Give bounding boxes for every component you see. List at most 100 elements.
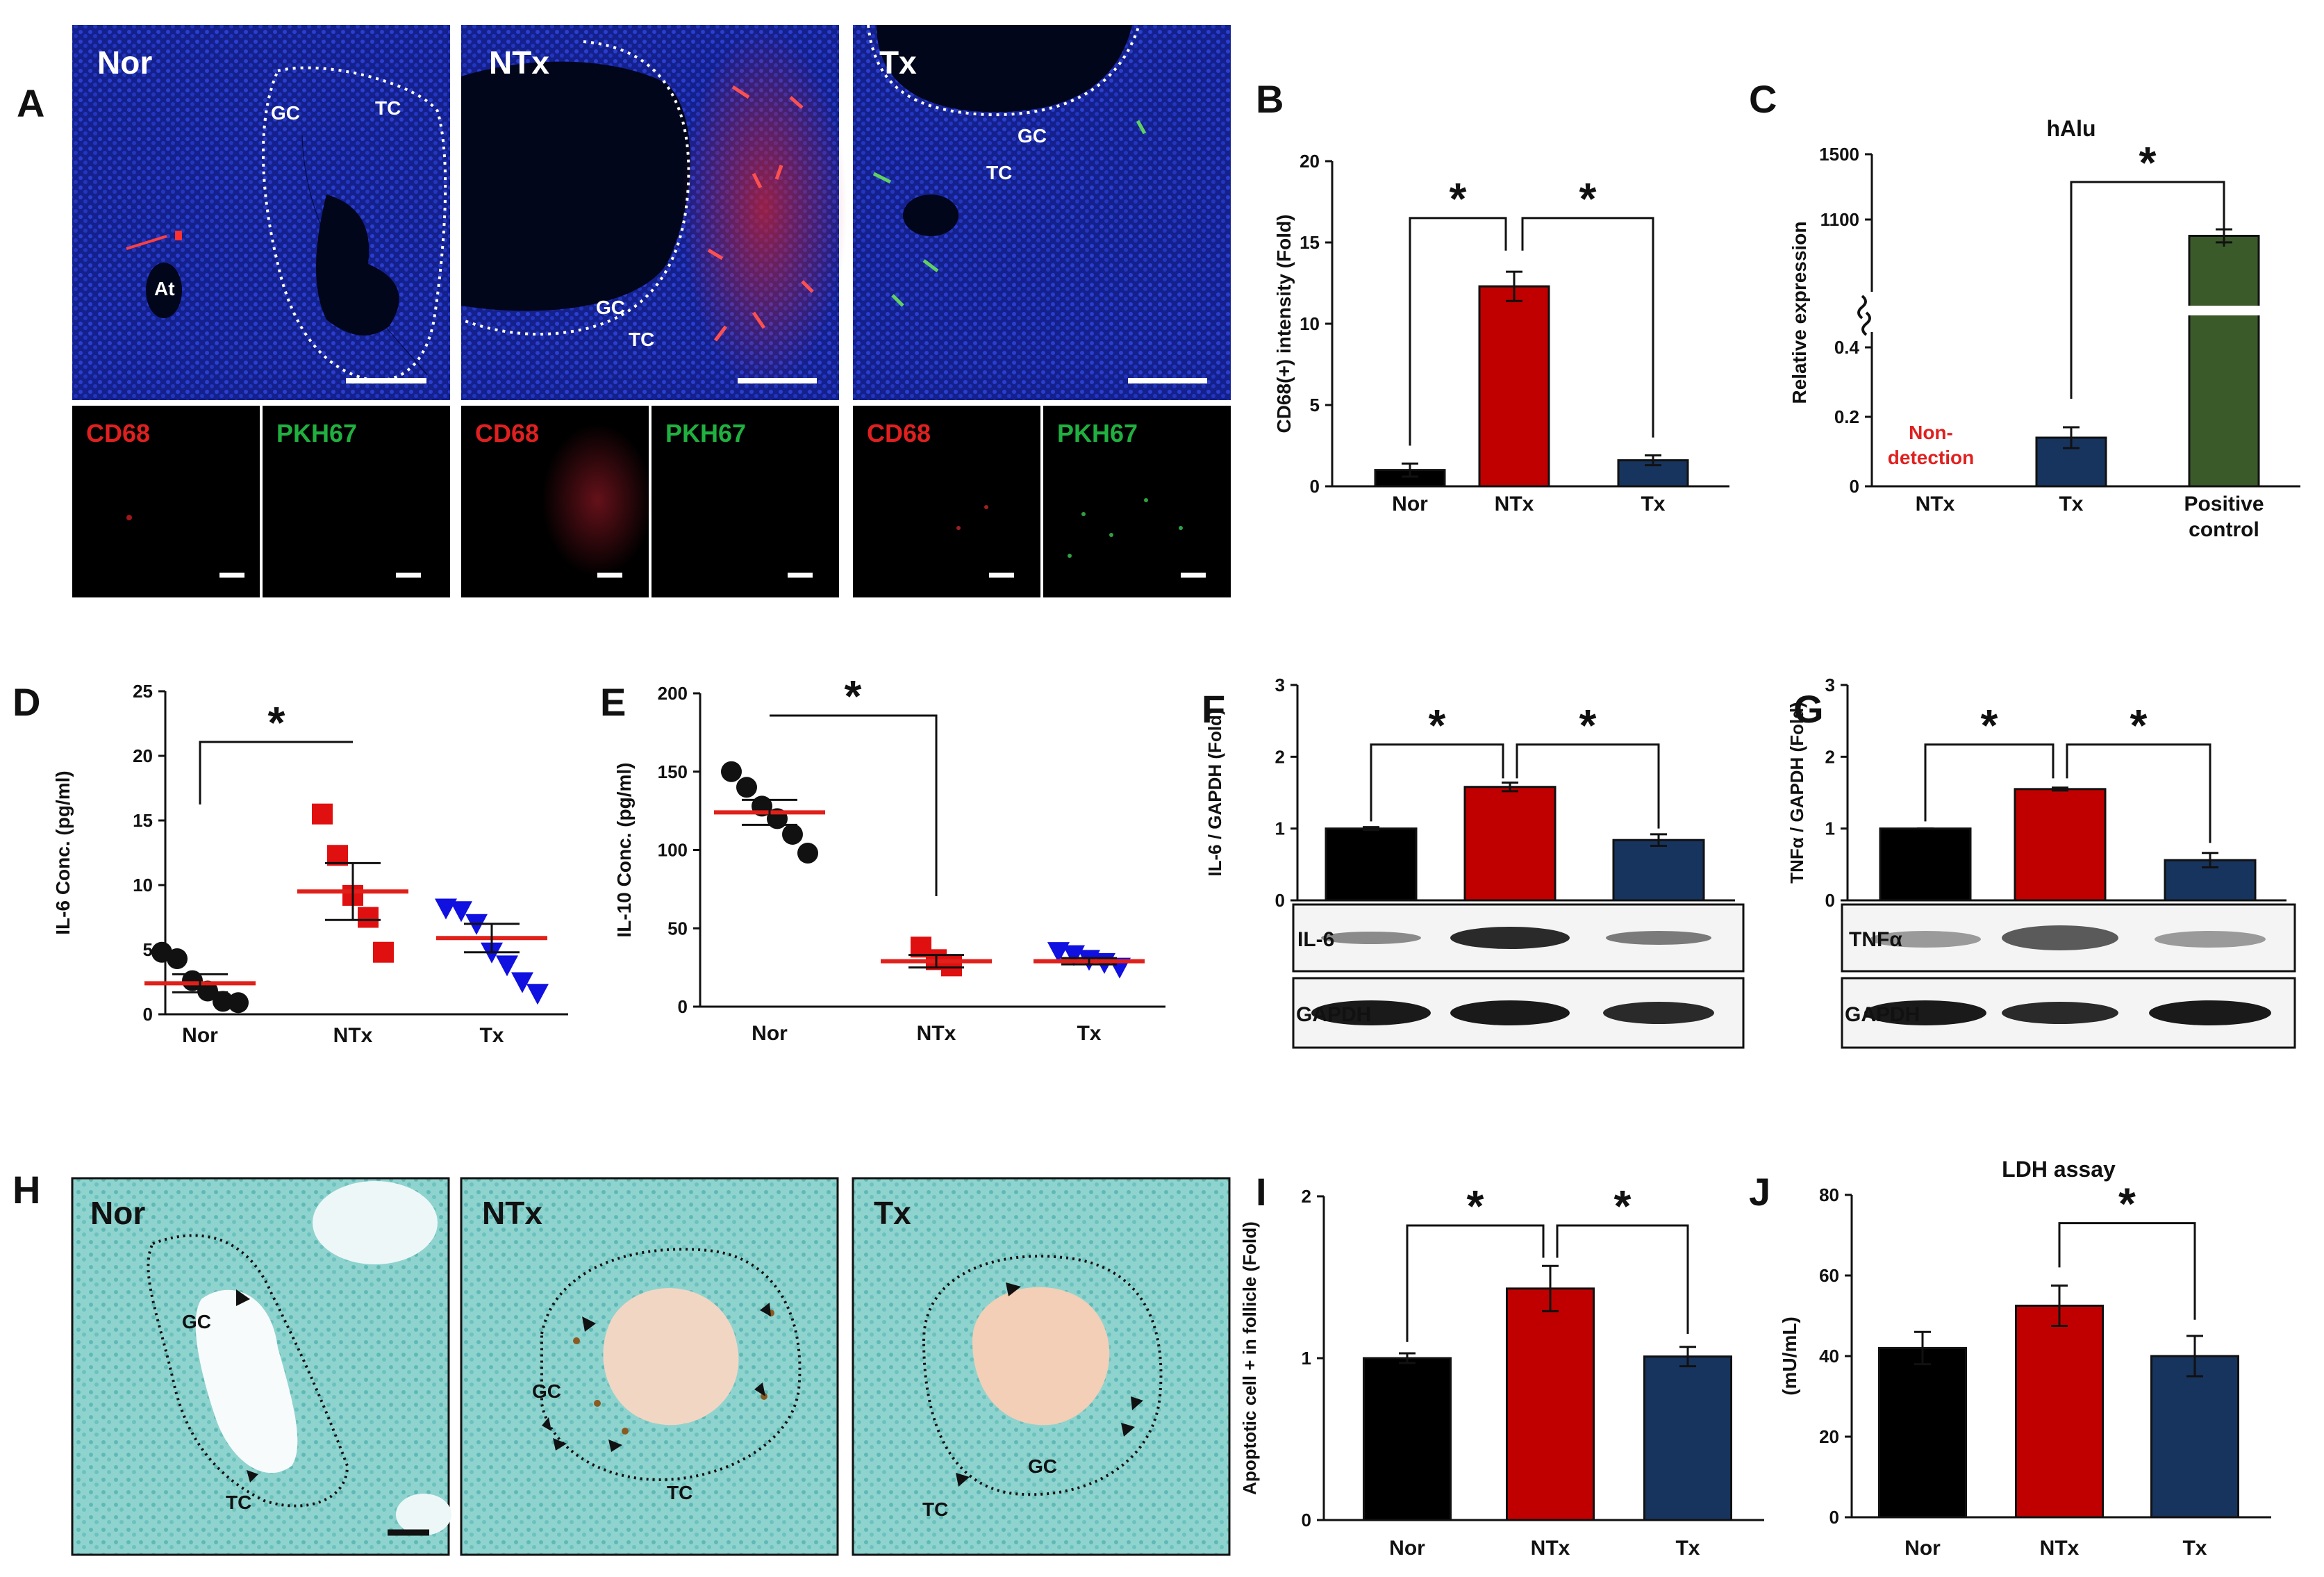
significance-marker: * <box>1467 1181 1484 1231</box>
y-axis-label: IL-6 / GAPDH (Fold) <box>1204 709 1225 876</box>
bar-tx <box>1612 839 1705 902</box>
y-tick-label: 40 <box>1819 1346 1839 1367</box>
band <box>1321 932 1421 944</box>
y-axis-label: IL-6 Conc. (pg/ml) <box>52 770 74 934</box>
data-point <box>228 992 249 1014</box>
y-tick-label: 0 <box>143 1004 153 1025</box>
significance-marker: * <box>1450 174 1467 224</box>
x-tick-label: Positive <box>2184 493 2264 515</box>
channel-pkh67-ntx: PKH67 <box>665 419 746 447</box>
bar-positive-control <box>2188 235 2260 488</box>
image-label-tx: Tx <box>879 44 917 81</box>
image-label-tx: Tx <box>874 1195 911 1231</box>
chart-c-halu-expression: 0 0.2 0.4 1100 1500 Non-detection NTx Tx Positiv… <box>1788 116 2300 541</box>
blot-label-il6: IL-6 <box>1297 928 1334 951</box>
significance-marker: * <box>1429 700 1446 750</box>
band <box>1870 931 1981 948</box>
chart-i-apoptotic-cells: 0 1 2 Nor NTx Tx Apoptotic cell + in follicle … <box>1239 1181 1764 1560</box>
bar-ntx <box>2014 788 2107 902</box>
y-axis-label: Apoptotic cell + in follicle (Fold) <box>1239 1221 1260 1495</box>
y-axis-label: TNFα / GAPDH (Fold) <box>1786 702 1807 884</box>
blot-label-tnfa: TNFα <box>1849 928 1902 951</box>
significance-marker: * <box>1579 700 1597 750</box>
y-tick-label: 2 <box>1825 746 1835 767</box>
data-point <box>167 948 188 970</box>
data-point <box>526 984 549 1005</box>
label-tc: TC <box>629 329 654 350</box>
y-tick-label: 25 <box>133 681 153 702</box>
significance-bracket <box>1516 743 1660 829</box>
bar-break <box>2185 306 2263 315</box>
x-tick-label: NTx <box>1531 1537 1570 1560</box>
data-point <box>435 898 457 920</box>
label-tc: TC <box>922 1498 948 1520</box>
y-tick-label: 5 <box>1310 395 1320 415</box>
panel-label-j: J <box>1749 1170 1770 1214</box>
image-label-ntx: NTx <box>482 1195 542 1231</box>
x-tick-label: NTx <box>2040 1537 2080 1560</box>
significance-marker: * <box>2139 138 2157 188</box>
cd68-arrow <box>126 235 167 250</box>
image-label-nor: Nor <box>90 1195 145 1231</box>
y-tick-label: 100 <box>658 840 688 861</box>
label-tc: TC <box>226 1492 251 1513</box>
significance-marker: * <box>268 697 285 748</box>
blot-label-gapdh: GAPDH <box>1296 1003 1371 1026</box>
x-tick-label: Nor <box>1904 1537 1941 1560</box>
y-tick-label: 0.2 <box>1834 406 1859 427</box>
x-tick-label: NTx <box>917 1022 956 1045</box>
y-axis-label: CD68(+) intensity (Fold) <box>1273 214 1295 433</box>
chart-j-ldh-assay: 0 20 40 60 80 Nor NTx Tx (mU/mL) LDH assay* <box>1779 1157 2271 1560</box>
bar-nor <box>1878 1346 1967 1519</box>
blot-g: TNFα GAPDH <box>1841 903 2296 1049</box>
channel-cd68-tx: CD68 <box>867 419 931 447</box>
y-tick-label: 50 <box>667 918 688 939</box>
panel-label-h: H <box>13 1168 40 1212</box>
significance-bracket <box>1556 1224 1689 1335</box>
y-tick-label: 15 <box>1300 232 1320 253</box>
band <box>1450 927 1570 949</box>
panel-label-a: A <box>17 81 44 125</box>
label-gc: GC <box>182 1311 211 1332</box>
data-point <box>197 980 218 1002</box>
x-tick-label: Nor <box>752 1022 788 1045</box>
channel-cd68-ntx: CD68 <box>475 419 539 447</box>
chart-d-il6-concentration: 0 5 10 15 20 25 Nor NTx Tx IL-6 Conc. (pg/ml) * <box>52 681 568 1047</box>
non-detection-label: Non- <box>1909 422 1953 443</box>
significance-marker: * <box>1981 700 1998 750</box>
band <box>2002 1002 2118 1024</box>
data-point <box>450 901 472 923</box>
data-point <box>797 843 818 864</box>
x-tick-label: Nor <box>1392 493 1428 515</box>
chart-title: LDH assay <box>2002 1157 2116 1182</box>
blot-f: IL-6 GAPDH <box>1292 903 1745 1049</box>
y-tick-label: 200 <box>658 683 688 704</box>
data-point <box>782 823 803 845</box>
significance-marker: * <box>1579 174 1597 224</box>
label-gc: GC <box>532 1380 561 1402</box>
band <box>1606 931 1711 945</box>
bar-ntx <box>2015 1305 2104 1519</box>
label-tc: TC <box>375 97 401 119</box>
bar-ntx <box>1463 786 1557 902</box>
data-point <box>736 777 757 798</box>
panel-label-f: F <box>1202 687 1225 731</box>
panel-h-images: GC TC Nor GC TC NTx GC TC Tx <box>71 1177 1231 1556</box>
y-tick-label: 15 <box>133 810 153 831</box>
x-tick-label: Tx <box>1675 1537 1700 1560</box>
label-at: At <box>154 278 175 299</box>
significance-bracket <box>1406 1224 1545 1342</box>
y-tick-label: 20 <box>1819 1426 1839 1447</box>
follicle-antrum <box>316 195 399 336</box>
bar-nor <box>1879 827 1972 902</box>
chart-title: hAlu <box>2046 116 2095 141</box>
label-gc: GC <box>1018 125 1047 147</box>
panel-label-e: E <box>600 680 626 724</box>
y-tick-label: 1500 <box>1819 144 1859 165</box>
significance-bracket <box>1409 217 1507 446</box>
y-tick-label: 3 <box>1275 675 1285 695</box>
y-tick-label: 1 <box>1302 1348 1311 1369</box>
x-tick-label: Tx <box>1641 493 1665 515</box>
y-tick-label: 10 <box>133 875 153 895</box>
